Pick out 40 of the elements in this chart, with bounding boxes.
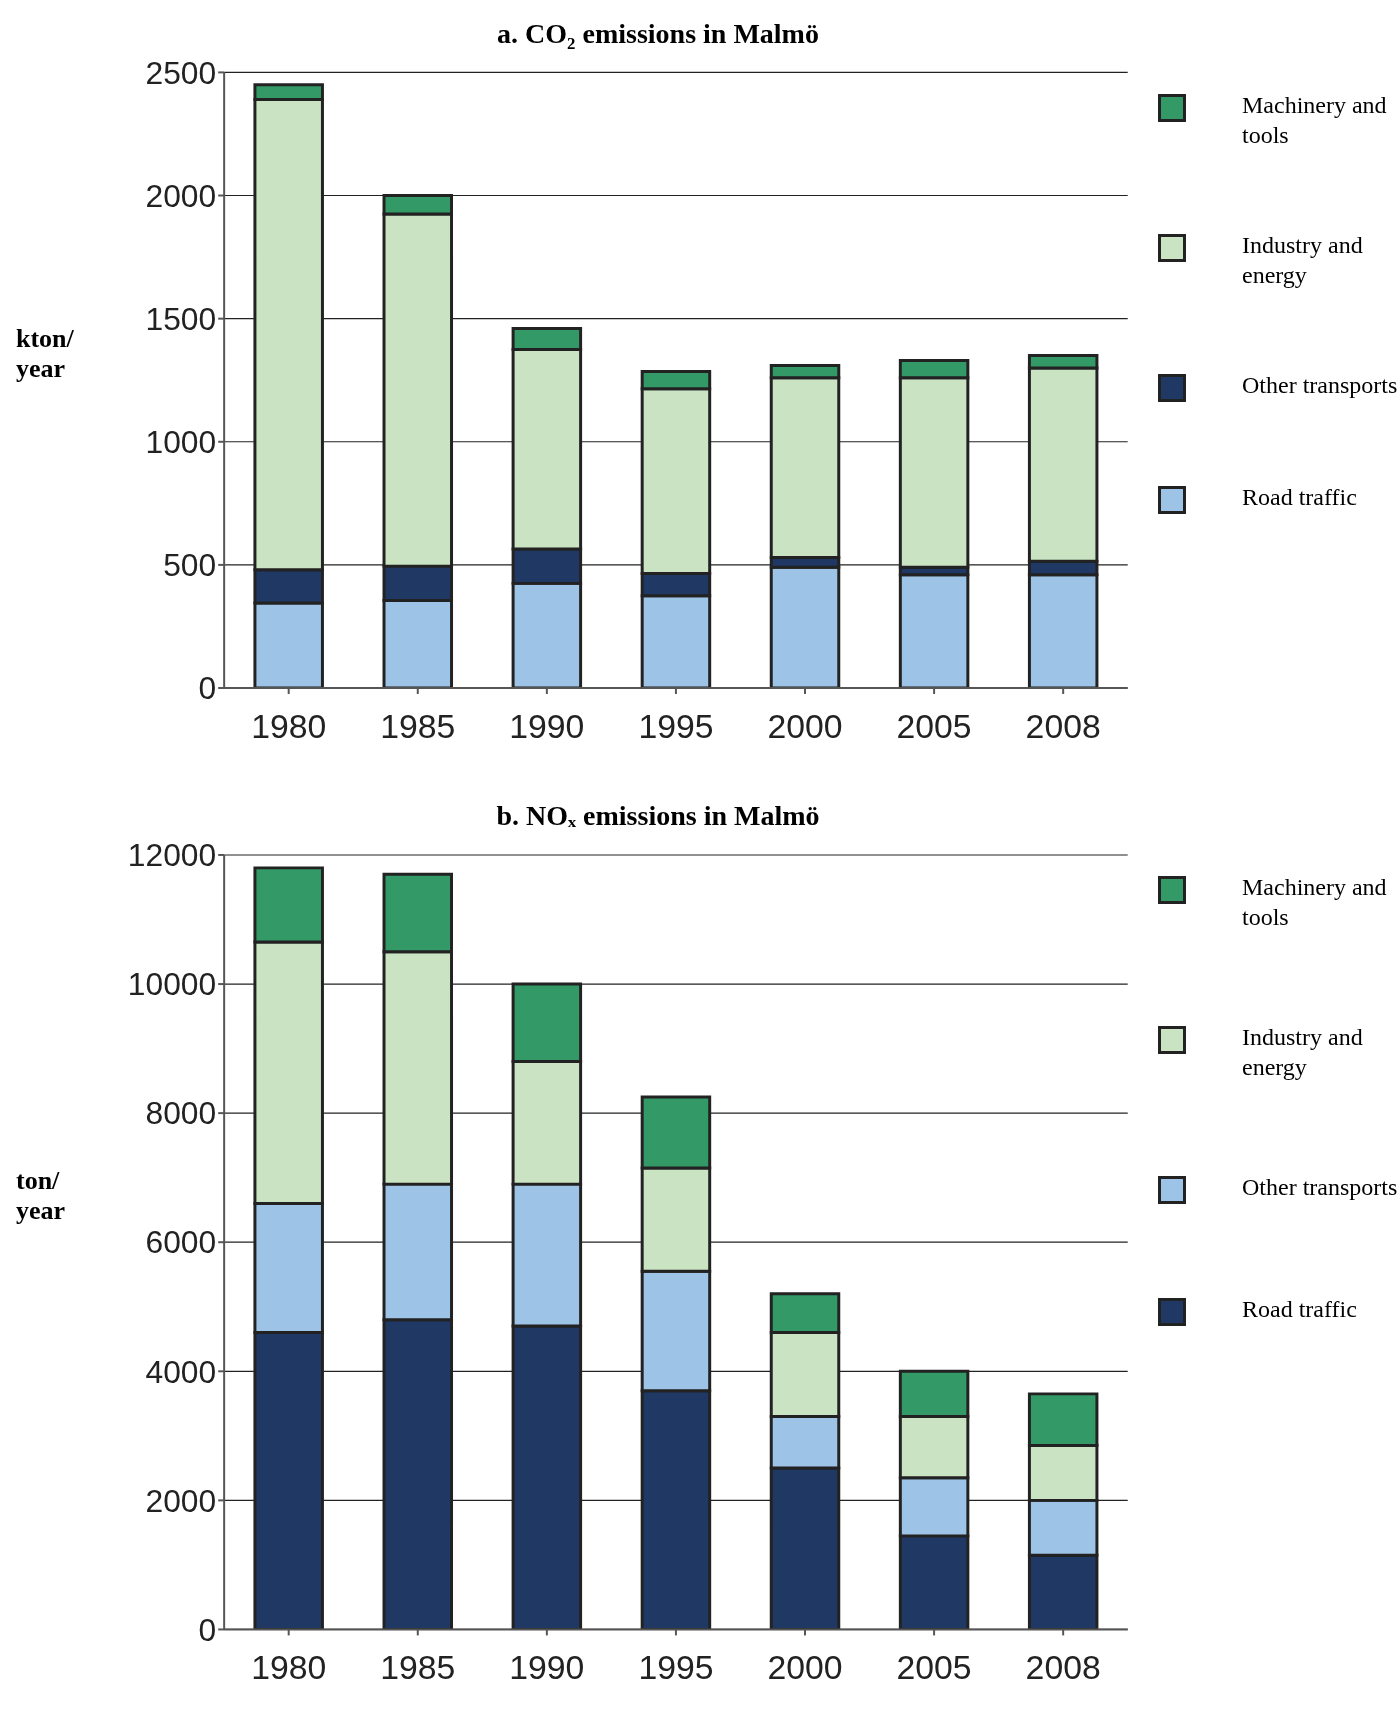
y-tick-label: 1500 bbox=[145, 300, 217, 337]
legend-label: Machinery and tools bbox=[1242, 91, 1388, 150]
legend-label: Industry and energy bbox=[1242, 1023, 1364, 1082]
legend-label: Industry and energy bbox=[1242, 231, 1364, 290]
y-tick-label: 8000 bbox=[145, 1095, 217, 1132]
x-tick-label: 1990 bbox=[509, 706, 585, 745]
legend-label: Machinery and tools bbox=[1242, 873, 1388, 932]
x-tick-label: 1985 bbox=[380, 706, 456, 745]
y-tick-label: 1000 bbox=[145, 424, 217, 461]
y-tick-label: 6000 bbox=[145, 1224, 217, 1261]
y-tick-label: 4000 bbox=[145, 1353, 217, 1390]
y-axis-title: kton/ year bbox=[15, 322, 75, 384]
y-tick-label: 0 bbox=[198, 1611, 217, 1648]
chart-title: b. NOₓ emissions in Malmö bbox=[495, 799, 821, 832]
x-tick-label: 2008 bbox=[1025, 706, 1102, 745]
x-tick-label: 1980 bbox=[251, 1648, 327, 1687]
y-tick-label: 0 bbox=[198, 670, 217, 707]
legend-label: Other transports bbox=[1242, 371, 1398, 400]
y-tick-label: 2500 bbox=[145, 54, 217, 91]
legend-label: Road traffic bbox=[1242, 1295, 1358, 1324]
x-tick-label: 1985 bbox=[380, 1648, 456, 1687]
x-tick-label: 1980 bbox=[251, 706, 327, 745]
x-tick-label: 2000 bbox=[767, 706, 843, 745]
y-tick-label: 500 bbox=[163, 547, 217, 584]
y-tick-label: 10000 bbox=[128, 966, 217, 1003]
x-tick-label: 1990 bbox=[509, 1648, 585, 1687]
x-tick-label: 2005 bbox=[896, 706, 972, 745]
x-tick-label: 1995 bbox=[638, 1648, 714, 1687]
chart-title: a. CO₂ emissions in Malmö bbox=[496, 17, 820, 50]
y-tick-label: 2000 bbox=[145, 1482, 217, 1519]
x-tick-label: 1995 bbox=[638, 706, 714, 745]
y-tick-label: 12000 bbox=[128, 837, 217, 874]
x-tick-label: 2008 bbox=[1025, 1648, 1102, 1687]
x-tick-label: 2000 bbox=[767, 1648, 843, 1687]
y-tick-label: 2000 bbox=[145, 177, 217, 214]
x-tick-label: 2005 bbox=[896, 1648, 972, 1687]
legend-label: Road traffic bbox=[1242, 483, 1358, 512]
y-axis-title: ton/ year bbox=[15, 1165, 67, 1227]
legend-label: Other transports bbox=[1242, 1173, 1398, 1202]
bar bbox=[899, 573, 970, 689]
